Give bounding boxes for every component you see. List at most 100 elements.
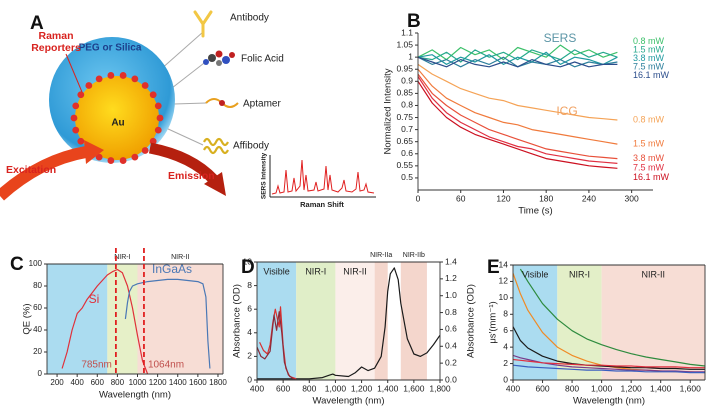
raman-reporter-dots xyxy=(70,72,164,164)
y-tick-label: 0.9 xyxy=(401,76,413,86)
y-tick-label: 10 xyxy=(499,292,509,302)
reporter-dot xyxy=(141,147,149,154)
y2-tick-label: 1.0 xyxy=(445,290,457,300)
excitation-arrowhead xyxy=(84,140,104,164)
y-tick-label: 8 xyxy=(247,280,252,290)
x-tick-label: 800 xyxy=(565,383,579,393)
series-label: 0.8 mW xyxy=(633,36,665,46)
y-tick-label: 60 xyxy=(33,303,42,312)
data-line xyxy=(418,49,618,63)
ligand-label: Folic Acid xyxy=(241,54,284,65)
reporter-dot xyxy=(95,75,103,83)
y-tick-label: 0.7 xyxy=(401,124,413,134)
x-tick-label: 240 xyxy=(582,193,596,203)
series-label: 1.5 mW xyxy=(633,138,665,148)
x-axis-label: Wavelength (nm) xyxy=(313,396,385,407)
x-tick-label: 1000 xyxy=(129,378,147,387)
aptamer-icon xyxy=(219,100,225,106)
series-label: InGaAs xyxy=(152,262,192,276)
y-tick-label: 0 xyxy=(38,369,43,378)
region-label: NIR-I xyxy=(114,254,130,261)
inset-x-label: Raman Shift xyxy=(300,200,344,209)
reporter-dot xyxy=(95,153,103,161)
region-label: NIR-IIa xyxy=(370,252,392,259)
linker xyxy=(159,31,204,71)
series-label: 7.5 mW xyxy=(633,61,665,71)
y-tick-label: 6 xyxy=(247,303,252,313)
region-label: NIR-IIb xyxy=(403,252,425,259)
series-label: Si xyxy=(89,292,100,306)
y-tick-label: 0.75 xyxy=(396,112,413,122)
y-tick-label: 4 xyxy=(247,327,252,337)
series-label: 7.5 mW xyxy=(633,162,665,172)
region xyxy=(107,264,138,374)
y2-tick-label: 0.0 xyxy=(445,374,457,384)
y2-tick-label: 0.2 xyxy=(445,357,457,367)
data-line xyxy=(513,358,705,369)
x-tick-label: 400 xyxy=(250,383,264,393)
y-tick-label: 80 xyxy=(33,281,42,290)
reporter-dot xyxy=(119,157,127,164)
y-tick-label: 12 xyxy=(499,276,509,286)
x-tick-label: 400 xyxy=(70,378,84,387)
reporter-dot xyxy=(149,91,157,99)
data-line xyxy=(418,73,618,160)
y2-tick-label: 1.2 xyxy=(445,273,457,283)
y-axis-label: Normalized Intensity xyxy=(383,68,394,154)
y-tick-label: 0 xyxy=(247,374,252,384)
emission-label: Emission xyxy=(168,170,215,182)
reporter-dot xyxy=(107,72,115,79)
x-tick-label: 800 xyxy=(111,378,125,387)
data-line xyxy=(418,76,618,164)
ligand-label: Aptamer xyxy=(243,99,281,110)
emission-arrow xyxy=(148,142,219,184)
y-tick-label: 0.6 xyxy=(401,148,413,158)
panel-a: A PEG or Silica Au Raman Reporters Antib… xyxy=(0,10,376,209)
emission-arrowhead xyxy=(204,172,226,196)
panel-label: D xyxy=(241,257,255,278)
y-tick-label: 0.55 xyxy=(396,160,413,170)
series-label: 16.1 mW xyxy=(633,70,670,80)
group-label: SERS xyxy=(544,31,577,45)
data-line xyxy=(418,56,618,68)
y-tick-label: 2 xyxy=(247,351,252,361)
y2-tick-label: 0.4 xyxy=(445,341,457,351)
data-line xyxy=(124,278,211,369)
series-label: 3.8 mW xyxy=(633,53,665,63)
reporter-dot xyxy=(77,137,85,145)
x-axis-label: Time (s) xyxy=(518,206,552,217)
region xyxy=(374,262,388,380)
panel: B 0 60 120 180 240 300 0.5 0.55 0.6 0.65 0.7 0.75 0.8… xyxy=(383,11,670,217)
x-tick-label: 1600 xyxy=(189,378,207,387)
folic-acid-icon xyxy=(203,50,235,66)
y-tick-label: 10 xyxy=(243,256,253,266)
pointer xyxy=(65,53,83,93)
reporter-dot xyxy=(77,91,85,99)
region xyxy=(296,262,336,380)
ligand-label: Antibody xyxy=(230,13,269,24)
y-tick-label: 1 xyxy=(408,51,413,61)
reporter-dot xyxy=(72,102,80,110)
y-tick-label: 8 xyxy=(503,309,508,319)
panel-label: E xyxy=(487,257,500,278)
x-tick-label: 1800 xyxy=(209,378,227,387)
y2-tick-label: 0.8 xyxy=(445,307,457,317)
reporter-dot xyxy=(131,153,139,161)
panel-label: A xyxy=(30,13,44,34)
y2-tick-label: 1.4 xyxy=(445,256,457,266)
y2-tick-label: 0.6 xyxy=(445,324,457,334)
linker xyxy=(173,102,207,105)
inset-spectrum xyxy=(271,159,375,195)
x-tick-label: 180 xyxy=(539,193,553,203)
region-label: NIR-I xyxy=(569,269,590,279)
reporter-dot xyxy=(85,82,93,89)
panel-label: C xyxy=(10,254,24,275)
y2-axis-label: Absorbance (OD) xyxy=(466,284,477,358)
y-tick-label: 1.1 xyxy=(401,27,413,37)
group-label: ICG xyxy=(556,104,577,118)
region xyxy=(601,265,705,380)
reporter-dot xyxy=(72,126,80,134)
region xyxy=(335,262,375,380)
reporter-label: Raman xyxy=(38,30,73,42)
